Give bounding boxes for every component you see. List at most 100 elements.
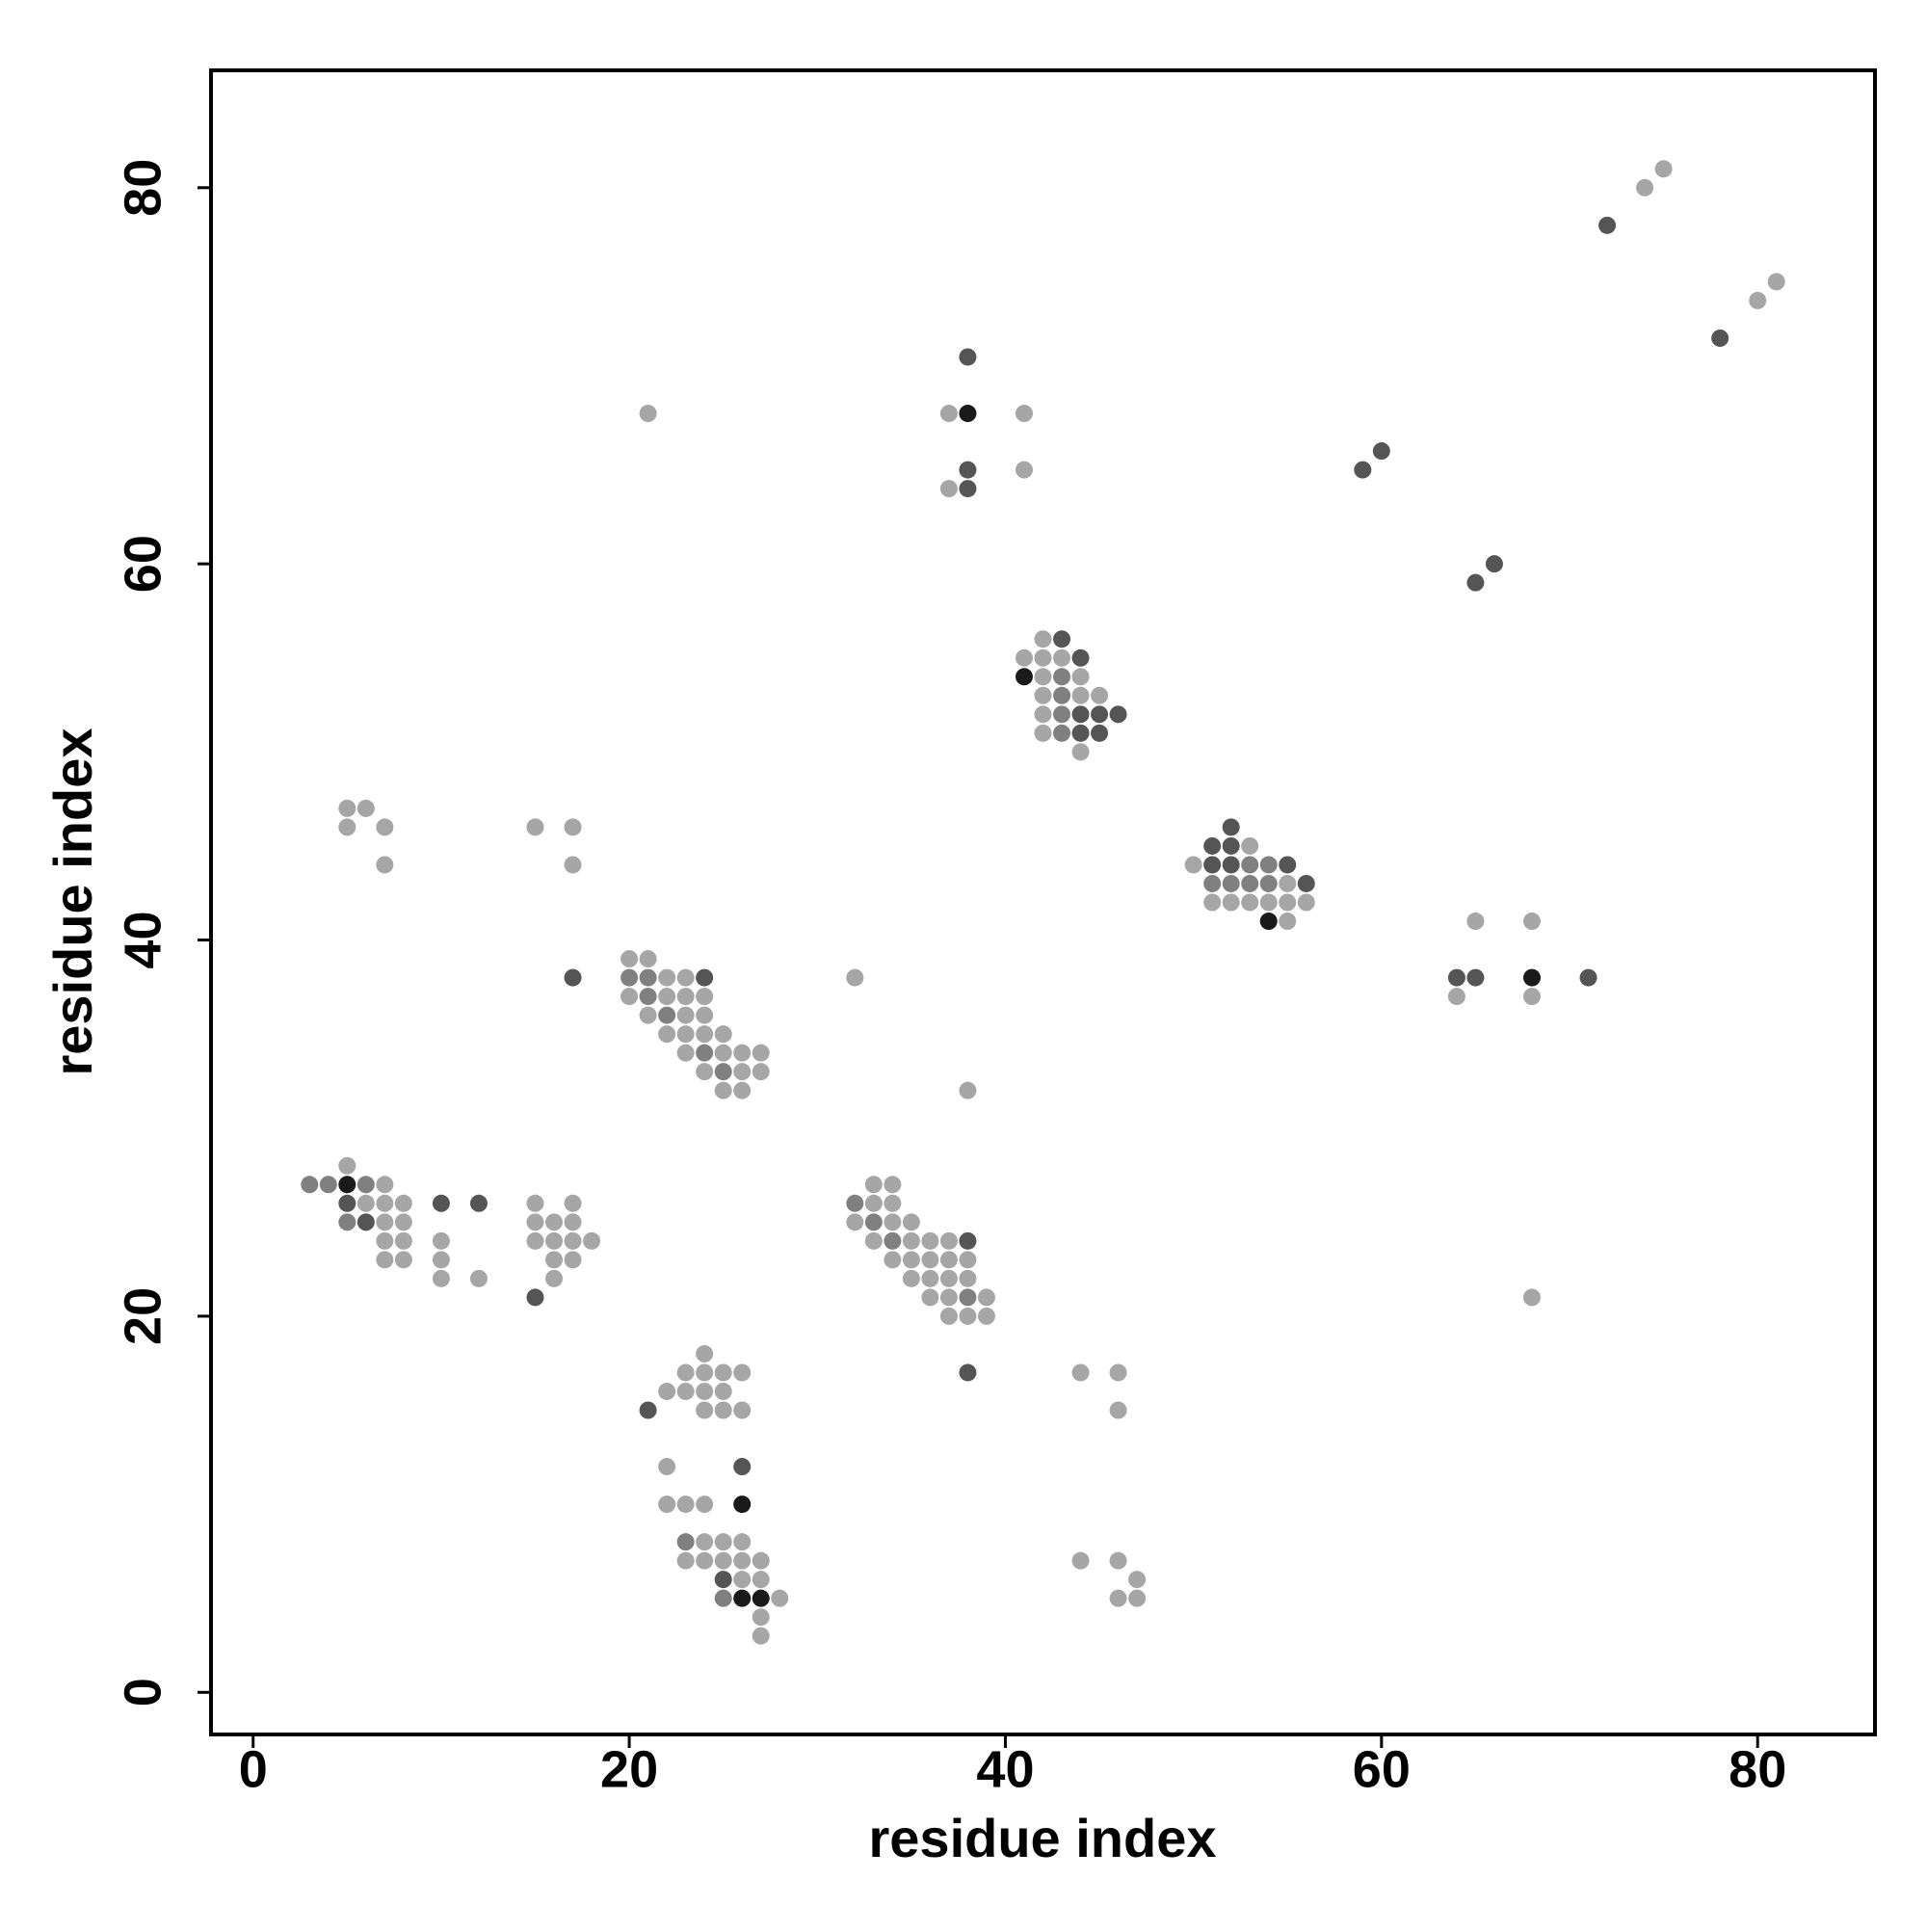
point: [356, 1176, 375, 1194]
point: [752, 1608, 770, 1627]
point: [696, 1025, 714, 1044]
point: [977, 1288, 995, 1307]
point: [376, 1213, 394, 1231]
point: [338, 1194, 356, 1212]
point: [1598, 216, 1617, 234]
y-tick-label: 20: [114, 1287, 172, 1345]
point: [714, 1589, 732, 1607]
point: [1522, 913, 1541, 931]
point: [733, 1063, 752, 1081]
point: [1241, 856, 1259, 874]
point: [1279, 874, 1297, 892]
point: [1711, 329, 1729, 347]
point: [714, 1571, 732, 1589]
point: [864, 1213, 883, 1231]
point: [1071, 724, 1090, 742]
point: [676, 1363, 695, 1382]
x-tick-label: 0: [239, 1740, 268, 1798]
point: [676, 1006, 695, 1024]
point: [921, 1269, 939, 1287]
point: [676, 1025, 695, 1044]
point: [394, 1251, 412, 1269]
point: [1203, 856, 1222, 874]
point: [620, 968, 639, 987]
point: [1091, 686, 1109, 704]
point: [959, 1307, 977, 1325]
y-tick-label: 80: [114, 159, 172, 217]
point: [1522, 988, 1541, 1006]
point: [1222, 836, 1240, 855]
point: [526, 1213, 544, 1231]
point: [939, 1288, 958, 1307]
point: [639, 950, 657, 968]
point: [959, 1363, 977, 1382]
point: [884, 1231, 902, 1250]
point: [939, 1251, 958, 1269]
point: [1466, 968, 1485, 987]
point: [1128, 1571, 1147, 1589]
point: [583, 1231, 601, 1250]
y-tick-label: 60: [114, 535, 172, 593]
point: [696, 1495, 714, 1514]
point: [884, 1251, 902, 1269]
point: [1109, 1363, 1127, 1382]
point: [1071, 1551, 1090, 1570]
point: [733, 1551, 752, 1570]
point: [1654, 160, 1673, 178]
point: [1015, 648, 1033, 667]
point: [1522, 1288, 1541, 1307]
point: [1071, 648, 1090, 667]
point: [1053, 705, 1071, 724]
point: [696, 1363, 714, 1382]
point: [469, 1194, 488, 1212]
point: [658, 1025, 676, 1044]
point: [564, 1251, 582, 1269]
point: [658, 1382, 676, 1400]
point: [939, 1231, 958, 1250]
point: [526, 1194, 544, 1212]
point: [658, 1495, 676, 1514]
point: [696, 1401, 714, 1419]
point: [1241, 893, 1259, 912]
point: [733, 1363, 752, 1382]
point: [1485, 555, 1503, 573]
point: [545, 1251, 564, 1269]
point: [733, 1458, 752, 1476]
point: [545, 1269, 564, 1287]
point: [696, 1533, 714, 1551]
point: [639, 1401, 657, 1419]
point: [771, 1589, 789, 1607]
point: [432, 1269, 450, 1287]
point: [1447, 968, 1465, 987]
point: [1071, 743, 1090, 761]
point: [696, 988, 714, 1006]
point: [1222, 893, 1240, 912]
point: [1297, 893, 1315, 912]
point: [620, 950, 639, 968]
x-tick-label: 80: [1729, 1740, 1786, 1798]
point: [1053, 630, 1071, 648]
point: [658, 1006, 676, 1024]
point: [301, 1176, 319, 1194]
point: [545, 1213, 564, 1231]
point: [1203, 893, 1222, 912]
point: [733, 1571, 752, 1589]
x-tick-label: 20: [600, 1740, 658, 1798]
plot-frame: [209, 68, 1877, 1736]
point: [1091, 705, 1109, 724]
point: [696, 1063, 714, 1081]
point: [1109, 1551, 1127, 1570]
point: [733, 1495, 752, 1514]
point: [1034, 724, 1052, 742]
point: [864, 1176, 883, 1194]
point: [959, 1269, 977, 1287]
point: [676, 988, 695, 1006]
point: [1109, 1589, 1127, 1607]
point: [752, 1063, 770, 1081]
point: [545, 1231, 564, 1250]
point: [714, 1363, 732, 1382]
point: [1522, 968, 1541, 987]
point: [1034, 686, 1052, 704]
x-axis-label: residue index: [868, 1808, 1216, 1868]
point: [1109, 705, 1127, 724]
